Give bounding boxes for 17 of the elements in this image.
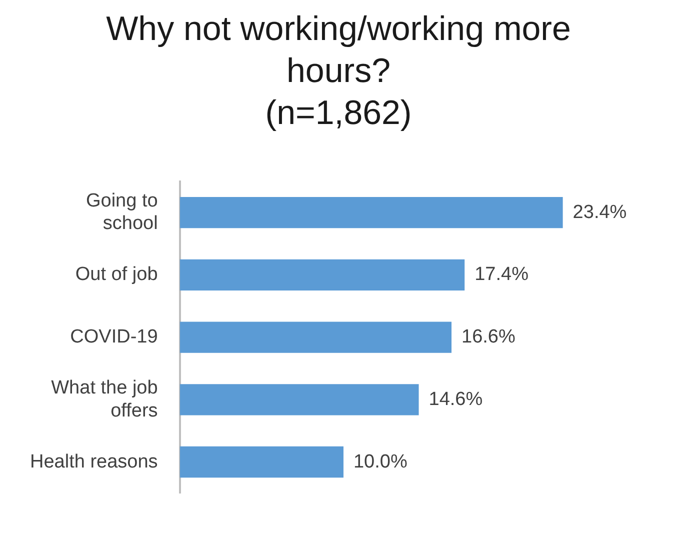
bar bbox=[180, 196, 563, 228]
chart-subtitle: (n=1,862) bbox=[264, 93, 413, 134]
y-tick-label: COVID-19 bbox=[70, 326, 158, 348]
y-tick-label: Health reasons bbox=[30, 451, 158, 472]
y-tick-label: What the job offers bbox=[51, 377, 158, 422]
bar bbox=[180, 322, 452, 353]
bar bbox=[180, 446, 344, 478]
data-label: 16.6% bbox=[462, 326, 516, 348]
bar bbox=[180, 384, 419, 416]
y-tick-label: Going to school bbox=[86, 190, 158, 234]
data-label: 10.0% bbox=[353, 451, 408, 472]
y-tick-label: Out of job bbox=[75, 264, 158, 286]
data-label: 14.6% bbox=[428, 388, 483, 410]
bar bbox=[180, 259, 465, 291]
data-label: 17.4% bbox=[474, 264, 529, 286]
data-label: 23.4% bbox=[572, 202, 627, 223]
chart-title: Why not working/working more hours? bbox=[105, 9, 572, 92]
